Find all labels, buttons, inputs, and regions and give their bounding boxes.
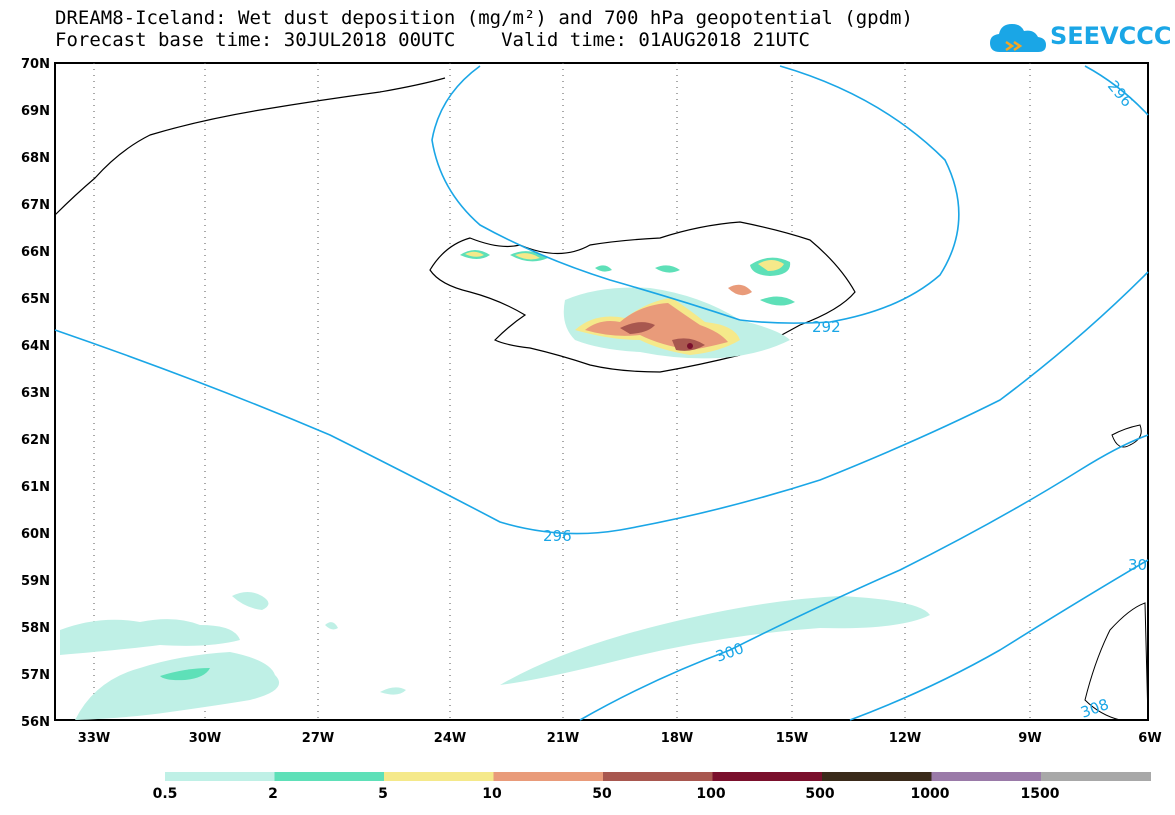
contour-label-296-top: 296 bbox=[1104, 77, 1136, 111]
lat-label: 68N bbox=[21, 151, 50, 166]
lat-label: 69N bbox=[21, 104, 50, 119]
lat-label: 64N bbox=[21, 339, 50, 354]
scotland-coastline bbox=[1084, 602, 1149, 721]
contour-label-300: 300 bbox=[713, 639, 746, 666]
lon-label: 15W bbox=[776, 731, 808, 746]
legend-swatch bbox=[931, 772, 1042, 781]
contour-label-296: 296 bbox=[543, 527, 572, 545]
map-title: DREAM8-Iceland: Wet dust deposition (mg/… bbox=[55, 7, 913, 29]
latitude-labels: 70N 69N 68N 67N 66N 65N 64N 63N 62N 61N … bbox=[21, 57, 50, 730]
legend-swatch bbox=[274, 772, 385, 781]
map-subtitle-times: Forecast base time: 30JUL2018 00UTC Vali… bbox=[55, 29, 810, 51]
cloud-icon bbox=[990, 24, 1046, 52]
longitude-labels: 33W 30W 27W 24W 21W 18W 15W 12W 9W 6W bbox=[78, 731, 1162, 746]
contour-label-30x: 30 bbox=[1128, 556, 1147, 574]
lon-label: 33W bbox=[78, 731, 110, 746]
lat-label: 65N bbox=[21, 292, 50, 307]
lat-label: 60N bbox=[21, 527, 50, 542]
legend-swatch bbox=[384, 772, 494, 781]
lon-label: 6W bbox=[1138, 731, 1161, 746]
legend-label: 1000 bbox=[910, 786, 950, 802]
lat-label: 67N bbox=[21, 198, 50, 213]
lat-label: 63N bbox=[21, 386, 50, 401]
lon-label: 18W bbox=[661, 731, 693, 746]
lon-label: 9W bbox=[1018, 731, 1041, 746]
legend-label: 0.5 bbox=[152, 786, 178, 802]
legend-swatch bbox=[493, 772, 604, 781]
legend-label: 100 bbox=[696, 786, 726, 802]
greenland-coastline bbox=[54, 77, 446, 216]
faroe-coastline bbox=[1111, 424, 1142, 448]
legend-label: 10 bbox=[482, 786, 502, 802]
lat-label: 58N bbox=[21, 621, 50, 636]
dust-deposition-field bbox=[60, 592, 930, 720]
legend-swatch bbox=[712, 772, 823, 781]
contour-label-308: 308 bbox=[1078, 695, 1111, 722]
legend-label: 5 bbox=[378, 786, 388, 802]
map-frame bbox=[54, 62, 1149, 721]
lat-label: 59N bbox=[21, 574, 50, 589]
dust-over-iceland bbox=[460, 250, 795, 359]
legend-label: 2 bbox=[268, 786, 278, 802]
legend-colorbar bbox=[165, 772, 1151, 781]
lon-label: 24W bbox=[434, 731, 466, 746]
lat-label: 56N bbox=[21, 715, 50, 730]
legend-label: 1500 bbox=[1020, 786, 1060, 802]
lat-label: 66N bbox=[21, 245, 50, 260]
legend-swatch bbox=[1041, 772, 1151, 781]
legend-swatch bbox=[165, 772, 275, 781]
legend-label: 50 bbox=[592, 786, 612, 802]
lon-label: 30W bbox=[189, 731, 221, 746]
logo-text: SEEVCCC bbox=[1050, 22, 1172, 50]
lon-label: 21W bbox=[547, 731, 579, 746]
lat-label: 70N bbox=[21, 57, 50, 72]
lat-label: 62N bbox=[21, 433, 50, 448]
legend-label: 500 bbox=[805, 786, 835, 802]
lat-label: 61N bbox=[21, 480, 50, 495]
lat-label: 57N bbox=[21, 668, 50, 683]
lon-label: 27W bbox=[302, 731, 334, 746]
geopotential-contours bbox=[54, 65, 1149, 721]
lon-label: 12W bbox=[889, 731, 921, 746]
legend-swatch bbox=[822, 772, 932, 781]
legend-swatch bbox=[603, 772, 713, 781]
contour-label-292: 292 bbox=[812, 318, 841, 336]
